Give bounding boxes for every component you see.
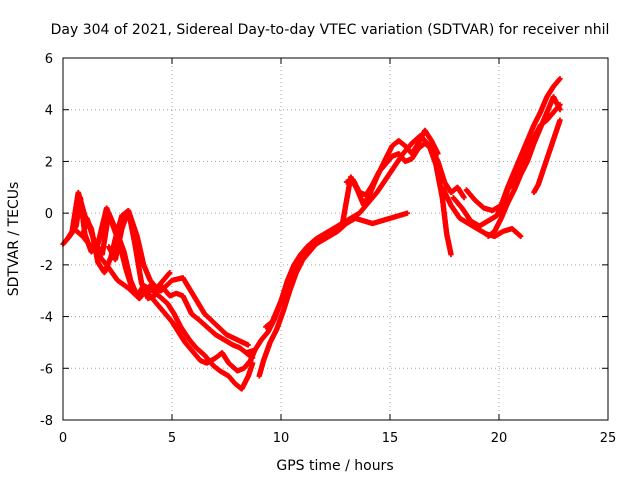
x-tick-label: 25 [600,431,617,446]
y-tick-label: -4 [40,311,53,326]
x-tick-label: 0 [59,431,67,446]
y-tick-label: 2 [45,155,53,170]
grid-lines [63,58,608,420]
y-tick-label: 4 [45,104,53,119]
axis-ticks: 0 5 10 15 20 25 -8 -6 -4 -2 0 2 4 6 [40,52,616,446]
y-tick-label: 6 [45,52,53,67]
x-tick-label: 5 [168,431,176,446]
x-tick-label: 15 [382,431,399,446]
data-point-trace-b [250,360,256,366]
y-tick-label: -8 [40,414,53,429]
y-tick-label: -2 [40,259,53,274]
y-tick-label: -6 [40,362,53,377]
y-tick-label: 0 [45,207,53,222]
data-points [60,76,563,392]
x-tick-label: 10 [273,431,290,446]
x-tick-label: 20 [491,431,508,446]
